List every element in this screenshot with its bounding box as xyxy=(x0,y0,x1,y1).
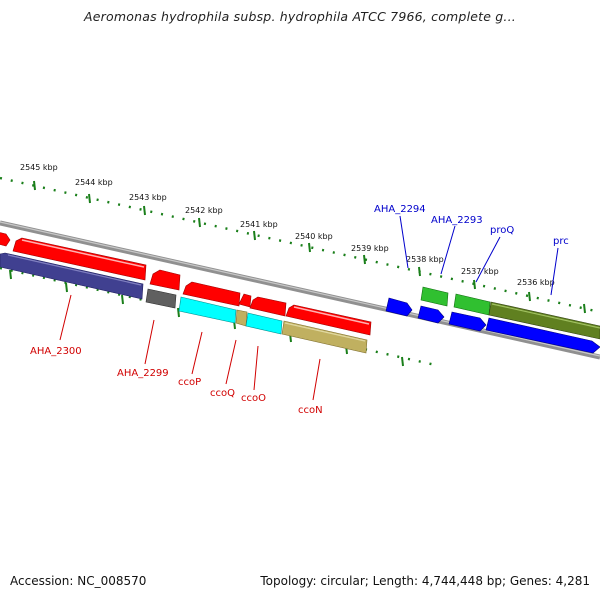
tick-label-2536: 2536 kbp xyxy=(517,278,555,287)
tick-label-2542: 2542 kbp xyxy=(185,206,223,215)
gene-ccoo-bar[interactable] xyxy=(245,312,283,335)
gene-prc-bar[interactable] xyxy=(488,301,600,340)
gene-aha-2299-bar[interactable] xyxy=(145,288,177,309)
gene-label-aha-2293[interactable]: AHA_2293 xyxy=(431,215,483,226)
gene-red-arrow-c[interactable] xyxy=(285,304,372,336)
tick-labels: 2545 kbp 2544 kbp 2543 kbp 2542 kbp 2541… xyxy=(20,163,555,287)
genome-title: Aeromonas hydrophila subsp. hydrophila A… xyxy=(84,9,516,24)
gene-proq-bar[interactable] xyxy=(453,293,491,316)
gene-label-ccoo[interactable]: ccoO xyxy=(241,393,266,404)
tick-label-2541: 2541 kbp xyxy=(240,220,278,229)
tick-label-2539: 2539 kbp xyxy=(351,244,389,253)
gene-label-aha-2299[interactable]: AHA_2299 xyxy=(117,368,169,379)
gene-aha-2293-arrow[interactable] xyxy=(417,305,445,324)
gene-prc-arrow[interactable] xyxy=(485,317,600,354)
tick-label-2538: 2538 kbp xyxy=(406,255,444,264)
tick-label-2544: 2544 kbp xyxy=(75,178,113,187)
gene-label-ccon[interactable]: ccoN xyxy=(298,405,323,416)
gene-label-prc[interactable]: prc xyxy=(553,236,569,247)
topology-summary: Topology: circular; Length: 4,744,448 bp… xyxy=(260,574,590,588)
gene-ccop-bar[interactable] xyxy=(178,296,237,324)
label-leaders xyxy=(59,294,321,401)
gene-fragment-left[interactable] xyxy=(0,232,11,247)
gene-red-arrow-a[interactable] xyxy=(182,281,241,307)
gene-label-ccoq[interactable]: ccoQ xyxy=(210,388,235,399)
accession-text: Accession: NC_008570 xyxy=(10,574,147,588)
tick-label-2540: 2540 kbp xyxy=(295,232,333,241)
gene-ccoq-bar[interactable] xyxy=(235,309,248,327)
genome-backbone xyxy=(0,220,600,360)
gene-aha-2294-bar[interactable] xyxy=(420,286,449,307)
gene-tiny-red-arrow[interactable] xyxy=(238,293,252,308)
gene-aha-2300-bar[interactable] xyxy=(0,252,144,300)
gene-small-red-arrow[interactable] xyxy=(149,269,181,291)
gene-label-aha-2300[interactable]: AHA_2300 xyxy=(30,346,82,357)
gene-label-proq[interactable]: proQ xyxy=(490,225,514,236)
gene-proq-arrow[interactable] xyxy=(448,311,487,332)
gene-label-aha-2294[interactable]: AHA_2294 xyxy=(374,204,426,215)
tick-label-2537: 2537 kbp xyxy=(461,267,499,276)
gene-aha-2300-arrow[interactable] xyxy=(12,237,147,281)
gene-label-ccop[interactable]: ccoP xyxy=(178,377,201,388)
tick-label-2543: 2543 kbp xyxy=(129,193,167,202)
scale-ruler-inner xyxy=(0,266,441,368)
label-leaders-blue xyxy=(399,215,559,296)
gene-red-arrow-b[interactable] xyxy=(249,296,287,317)
gene-aha-2294-arrow[interactable] xyxy=(385,297,413,317)
major-ticks-outer xyxy=(33,180,586,314)
gene-ccon-bar[interactable] xyxy=(281,320,368,354)
tick-label-2545: 2545 kbp xyxy=(20,163,58,172)
